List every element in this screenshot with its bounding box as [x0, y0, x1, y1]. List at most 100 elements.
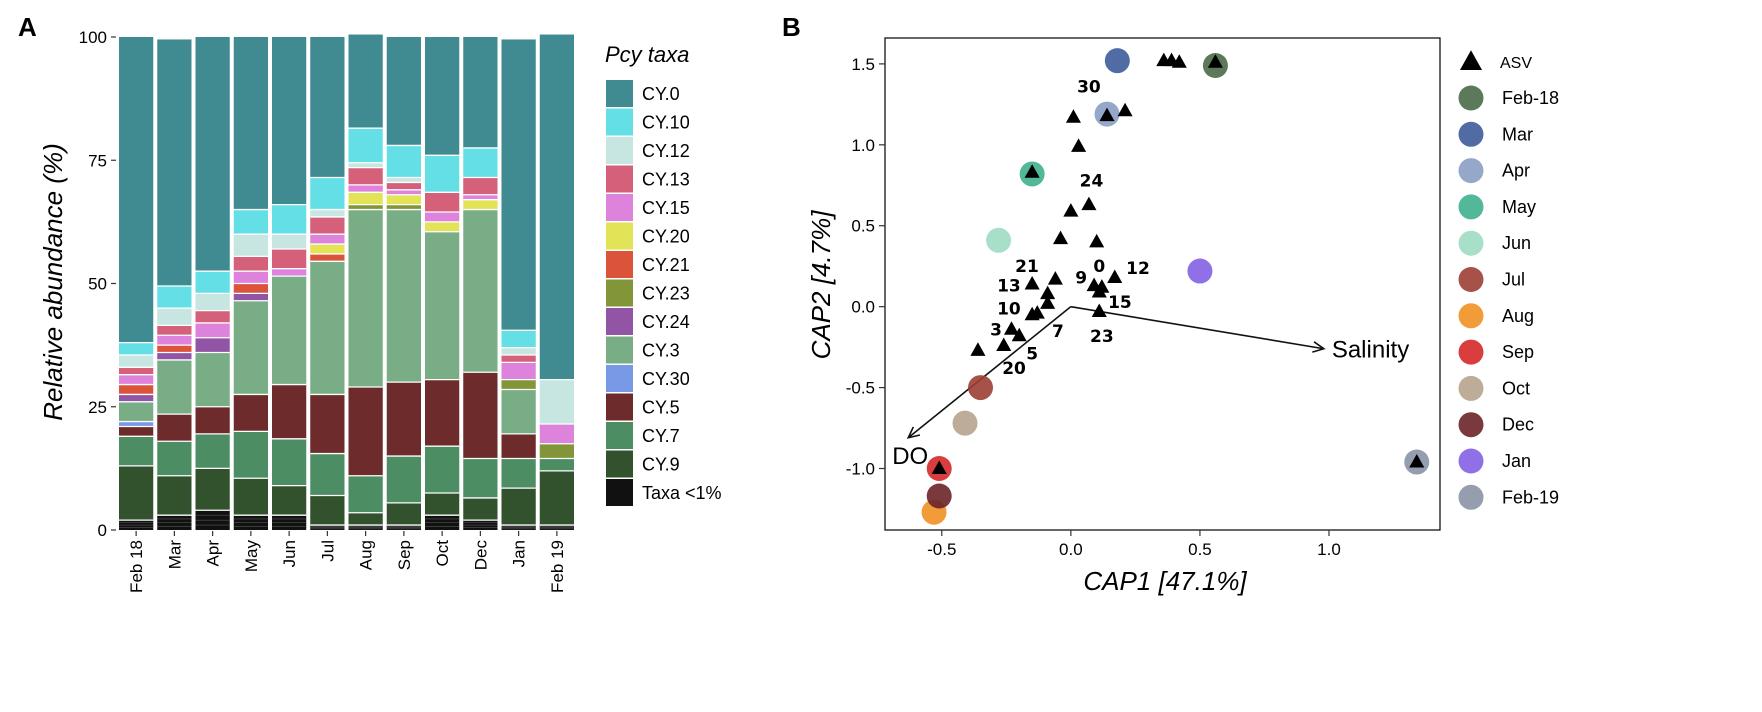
bar-segment-cy-7	[425, 446, 460, 494]
legend-label: CY.7	[642, 426, 680, 446]
bar-stack-jan	[501, 39, 536, 530]
vector-do: DO	[892, 306, 1072, 470]
panel-a-y-axis: 0 25 50 75 100	[79, 28, 116, 540]
vector-label: DO	[892, 443, 928, 470]
legend-item-apr: Apr	[1458, 158, 1530, 184]
legend-swatch	[1458, 412, 1484, 438]
bar-segment-cy-3	[348, 209, 383, 388]
x-tick-label: 1.0	[1317, 540, 1341, 559]
bar-segment-cy-7	[501, 458, 536, 489]
vector-salinity: Salinity	[1070, 305, 1409, 364]
legend-item-jul: Jul	[1458, 267, 1525, 292]
legend-label: CY.23	[642, 284, 690, 304]
bar-segment-cy-9	[539, 470, 574, 526]
y-tick-label: 1.0	[851, 136, 875, 155]
bar-segment-cy-10	[157, 285, 192, 309]
asv-label: 15	[1108, 293, 1132, 313]
bar-segment-cy-5	[157, 414, 192, 442]
bar-stack-jun	[272, 37, 307, 530]
bar-segment-cy-12	[195, 293, 230, 311]
vector-arrowhead	[906, 426, 921, 439]
bar-stack-sep	[386, 37, 421, 530]
asv-point	[1171, 54, 1187, 68]
legend-swatch	[606, 137, 633, 164]
bar-segment-cy-3	[119, 401, 154, 422]
legend-item-sep: Sep	[1458, 339, 1534, 365]
asv-point	[1040, 285, 1056, 300]
asv-label: 24	[1080, 171, 1104, 191]
bar-segment-cy-9	[233, 478, 268, 516]
legend-label: CY.9	[642, 455, 680, 475]
bar-segment-cy-7	[310, 453, 345, 496]
bar-segment-cy-21	[157, 345, 192, 353]
bar-segment-cy-0	[272, 37, 307, 205]
sample-point-jun	[986, 227, 1012, 253]
bar-segment-cy-13	[119, 367, 154, 375]
bar-segment-cy-0	[463, 37, 498, 148]
legend-item-feb-18: Feb-18	[1458, 85, 1559, 111]
legend-swatch	[606, 222, 633, 250]
legend-item-taxa-1: Taxa <1%	[606, 479, 722, 506]
legend-item-may: May	[1458, 194, 1536, 220]
asv-point	[1040, 295, 1056, 309]
bar-segment-cy-24	[195, 337, 230, 353]
bar-segment-cy-23	[386, 204, 421, 210]
bar-segment-cy-13	[348, 167, 383, 185]
x-tick-label: Sep	[395, 540, 414, 570]
legend-label: Apr	[1502, 161, 1530, 181]
panel-a-stacked-bar-chart: A 0 25 50 75 100 Feb 18 Mar Apr May Jun Jul Aug Sep…	[18, 12, 722, 593]
legend-swatch	[606, 450, 633, 478]
y-tick-label: 0.5	[851, 217, 875, 236]
bar-stack-may	[233, 37, 268, 530]
y-tick-label: 50	[88, 275, 107, 294]
legend-swatch	[606, 80, 633, 107]
asv-point	[970, 342, 986, 356]
bar-segment-cy-20	[348, 192, 383, 205]
bar-segment-cy-15	[348, 184, 383, 193]
bar-segment-cy-10	[119, 342, 154, 355]
bar-segment-cy-5	[233, 394, 268, 432]
asv-label: 30	[1077, 78, 1101, 98]
legend-item-dec: Dec	[1458, 412, 1534, 438]
bar-segment-cy-24	[119, 394, 154, 402]
legend-label: CY.3	[642, 341, 680, 361]
panel-b-cap-ordination: B -0.5 0.0 0.5 1.0 -1.0 -0.5 0.0 0.5 1.0 1.5 Sali…	[782, 12, 1559, 596]
panel-a-y-axis-title: Relative abundance (%)	[38, 143, 68, 421]
sample-point-jul	[968, 375, 994, 401]
bar-segment-cy-15	[119, 374, 154, 385]
bar-stack-jul	[310, 37, 345, 530]
bar-segment-cy-12	[119, 354, 154, 368]
bar-stack-dec	[463, 37, 498, 530]
legend-label: Sep	[1502, 342, 1534, 362]
bar-segment-cy-20	[425, 221, 460, 232]
asv-point	[1091, 303, 1107, 317]
bar-segment-cy-20	[463, 199, 498, 210]
legend-label: CY.10	[642, 113, 690, 133]
legend-item-cy-7: CY.7	[606, 422, 680, 449]
asv-label: 0	[1093, 257, 1105, 277]
legend-item-cy-3: CY.3	[606, 336, 680, 364]
legend-swatch	[1458, 267, 1484, 292]
bar-stack-feb-18	[119, 37, 154, 530]
bar-segment-cy-13	[463, 177, 498, 195]
y-tick-label: 1.5	[851, 55, 875, 74]
bar-stack-aug	[348, 34, 383, 530]
bar-segment-cy-3	[463, 209, 498, 373]
bar-segment-cy-9	[119, 465, 154, 521]
bar-segment-cy-5	[463, 372, 498, 459]
asv-label: 21	[1015, 257, 1039, 277]
bar-segment-cy-0	[386, 37, 421, 146]
legend-item-cy-23: CY.23	[606, 279, 690, 307]
legend-swatch	[1458, 194, 1484, 220]
asv-point	[1107, 269, 1123, 283]
bar-stack-apr	[195, 37, 230, 530]
legend-swatch	[1458, 303, 1484, 329]
legend-asv-icon	[1459, 50, 1483, 70]
legend-item-cy-9: CY.9	[606, 450, 680, 478]
sample-point-mar	[1104, 48, 1130, 74]
legend-item-jan: Jan	[1458, 448, 1531, 474]
x-tick-label: May	[242, 540, 261, 573]
panel-b-plot-frame	[884, 37, 1441, 531]
panel-b-vectors: Salinity DO	[892, 305, 1409, 470]
